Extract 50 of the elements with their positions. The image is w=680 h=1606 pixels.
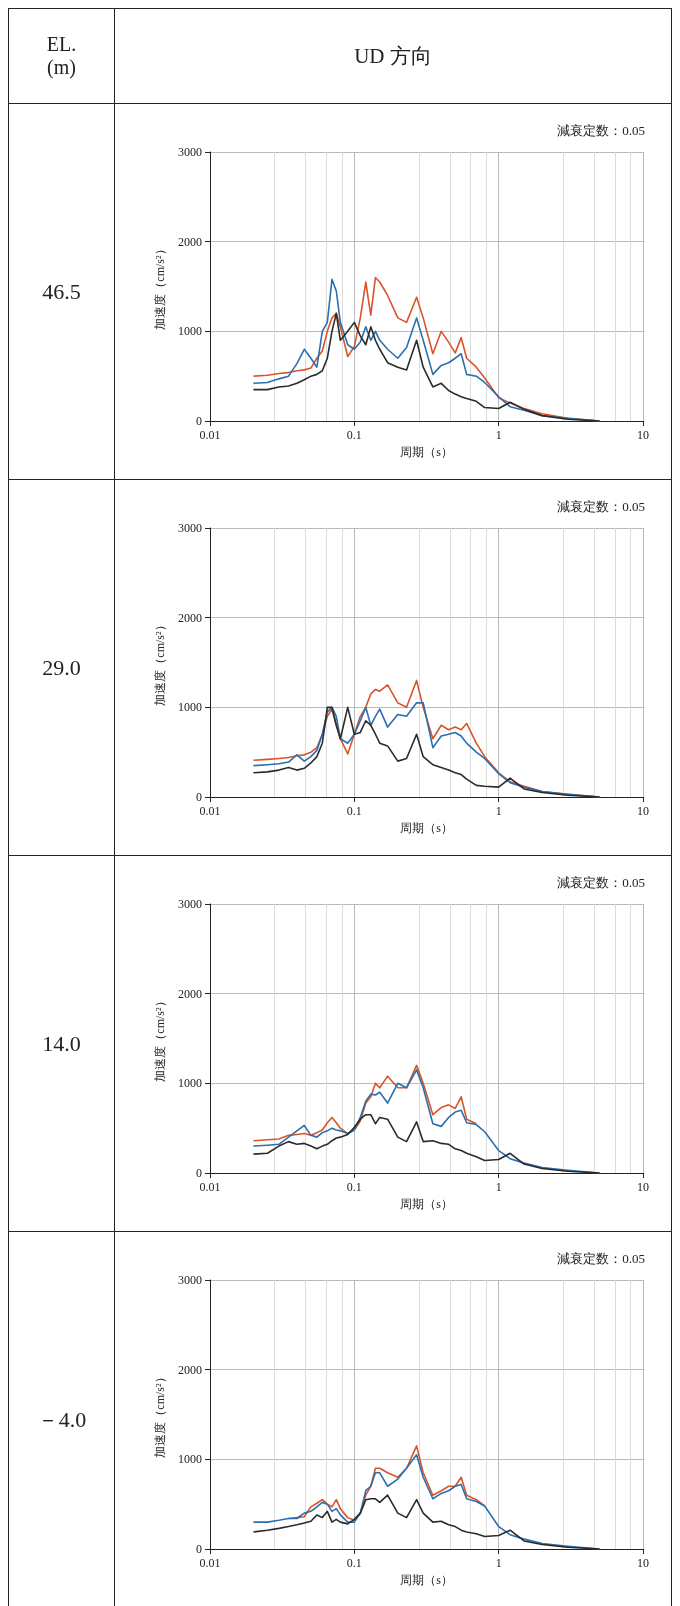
y-axis-title: 加速度（cm/s²） [153,243,167,330]
y-tick-label: 0 [196,414,202,428]
text: 減衰定数：0.05 [557,122,645,140]
text: 14.0 [9,856,115,1232]
x-tick-label: 1 [495,804,502,818]
x-tick-label: 1 [495,428,502,442]
text: UD 方向 [115,9,672,104]
x-tick-label: 1 [495,1556,502,1570]
y-tick-label: 1000 [178,324,202,339]
y-axis-title: 加速度（cm/s²） [153,995,167,1082]
y-tick-label: 1000 [178,1076,202,1091]
y-axis-title: 加速度（cm/s²） [153,1371,167,1458]
x-tick-label: 10 [637,1556,649,1570]
text: 46.5 [9,104,115,480]
y-tick-label: 1000 [178,700,202,715]
y-tick-label: 0 [196,1166,202,1180]
text: 減衰定数：0.05 [557,1250,645,1268]
y-tick-label: 2000 [178,986,202,1001]
x-axis-title: 周期（s） [400,1196,453,1211]
text: EL. (m) [9,9,115,104]
x-tick-label: 10 [637,804,649,818]
x-axis-title: 周期（s） [400,1572,453,1587]
x-axis-title: 周期（s） [400,820,453,835]
y-axis-title: 加速度（cm/s²） [153,619,167,706]
x-tick-label: 0.01 [199,428,221,442]
x-tick-label: 10 [637,1180,649,1194]
y-tick-label: 2000 [178,234,202,249]
x-tick-label: 10 [637,428,649,442]
y-tick-label: 3000 [178,897,202,911]
text: －4.0 [9,1232,115,1606]
x-axis-title: 周期（s） [400,444,453,459]
x-tick-label: 0.01 [199,1180,221,1194]
y-tick-label: 0 [196,790,202,804]
y-tick-label: 2000 [178,610,202,625]
x-tick-label: 1 [495,1180,502,1194]
y-tick-label: 0 [196,1542,202,1556]
x-tick-label: 0.01 [199,1556,221,1570]
y-tick-label: 3000 [178,1273,202,1287]
text: 減衰定数：0.05 [557,874,645,892]
x-tick-label: 0.1 [346,804,362,818]
x-tick-label: 0.1 [346,1180,362,1194]
text: 29.0 [9,480,115,856]
y-tick-label: 3000 [178,521,202,535]
y-tick-label: 2000 [178,1362,202,1377]
x-tick-label: 0.1 [346,428,362,442]
x-tick-label: 0.1 [346,1556,362,1570]
y-tick-label: 1000 [178,1452,202,1467]
x-tick-label: 0.01 [199,804,221,818]
text: 減衰定数：0.05 [557,498,645,516]
y-tick-label: 3000 [178,145,202,159]
